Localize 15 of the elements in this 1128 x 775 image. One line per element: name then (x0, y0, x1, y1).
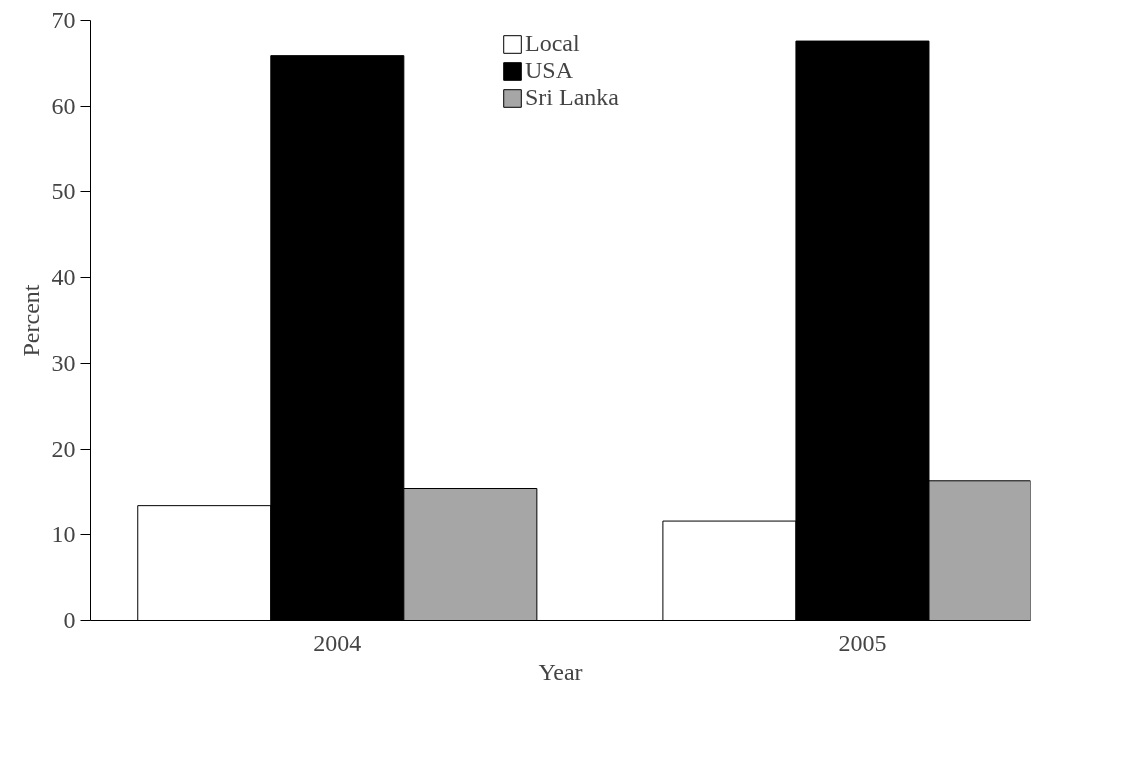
y-tick-label: 20 (51, 435, 76, 462)
legend-label: Sri Lanka (525, 84, 619, 111)
y-axis-title: Percent (17, 284, 44, 357)
x-tick-label: 2004 (313, 629, 362, 656)
y-tick-label: 60 (51, 92, 76, 119)
y-tick-label: 30 (51, 349, 76, 376)
y-tick-label: 40 (51, 264, 76, 291)
x-tick-label: 2005 (838, 629, 887, 656)
y-tick-label: 0 (63, 607, 76, 633)
y-tick-label: 50 (51, 178, 76, 205)
legend-label: USA (525, 57, 574, 84)
y-tick-label: 10 (51, 521, 76, 548)
y-tick-label: 70 (51, 7, 76, 33)
x-axis-title: Year (538, 658, 583, 685)
legend-label: Local (525, 30, 580, 57)
